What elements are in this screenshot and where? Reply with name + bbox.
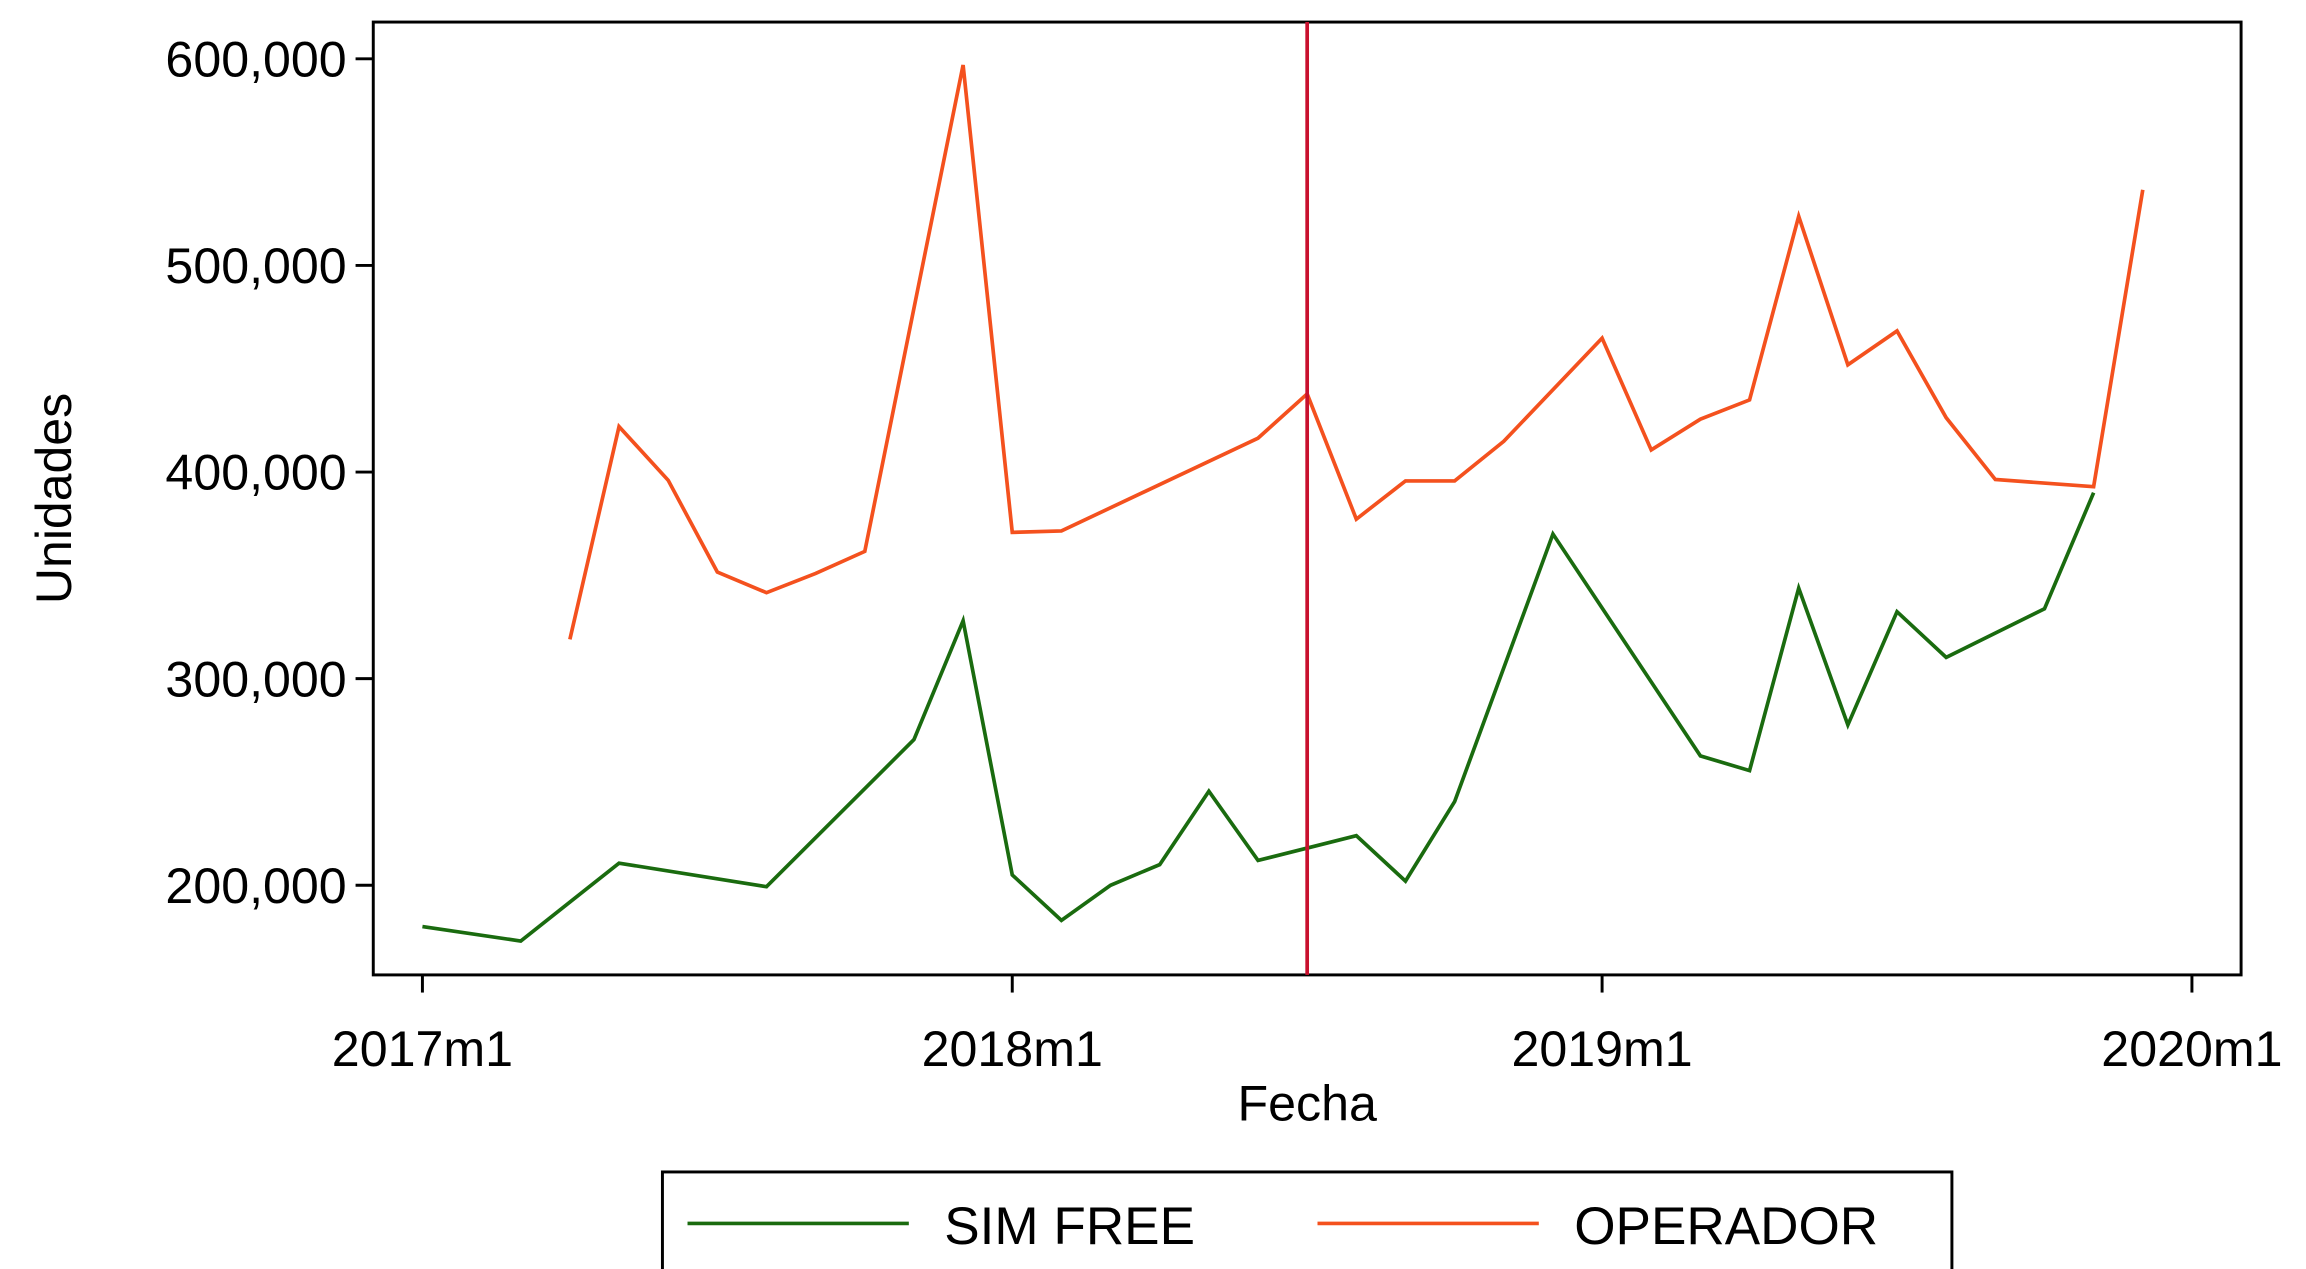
y-tick-label: 600,000	[165, 32, 346, 88]
y-tick-label: 200,000	[165, 858, 346, 914]
line-series	[568, 64, 2145, 640]
legend-label: OPERADOR	[1574, 1197, 1878, 1256]
y-tick-label: 500,000	[165, 238, 346, 294]
y-axis-label: Unidades	[26, 393, 82, 604]
x-tick-label: 2017m1	[332, 1021, 513, 1077]
line-series	[422, 491, 2096, 943]
y-tick-label: 400,000	[165, 445, 346, 501]
legend-label: SIM FREE	[944, 1197, 1195, 1256]
x-axis-label: Fecha	[1237, 1076, 1377, 1132]
x-tick-label: 2020m1	[2101, 1021, 2282, 1077]
x-tick-label: 2018m1	[922, 1021, 1103, 1077]
y-tick-label: 300,000	[165, 651, 346, 707]
legend-box	[660, 1170, 1954, 1269]
x-tick-label: 2019m1	[1511, 1021, 1692, 1077]
